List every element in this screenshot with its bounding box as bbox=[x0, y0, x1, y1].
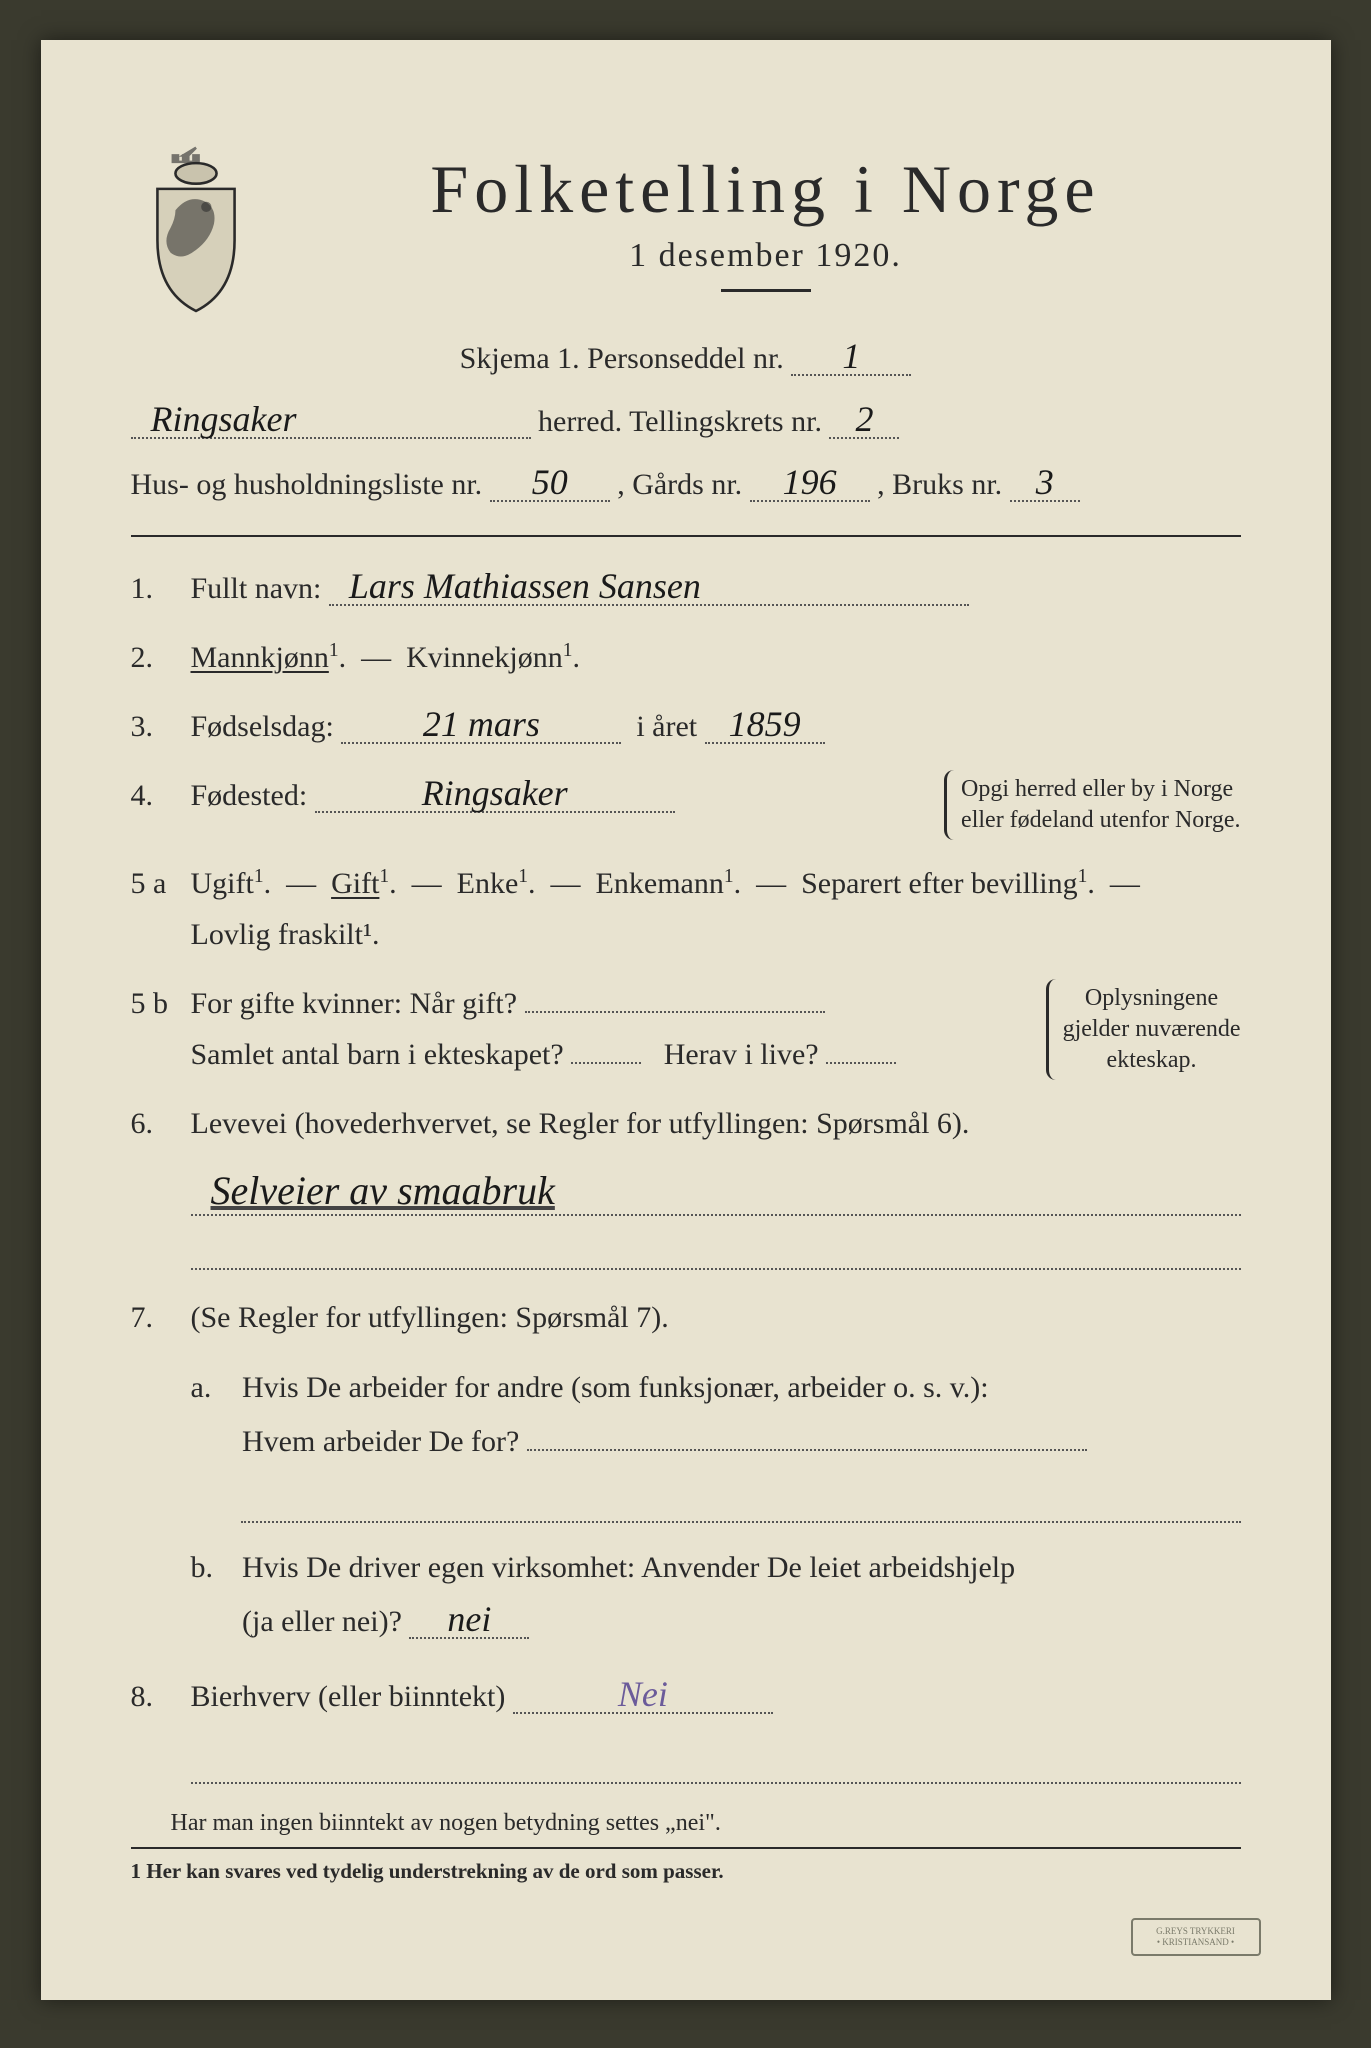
q2-kvinne: Kvinnekjønn bbox=[406, 641, 563, 674]
q5b: 5 b For gifte kvinner: Når gift? Samlet … bbox=[131, 978, 1241, 1080]
herred-label: herred. Tellingskrets nr. bbox=[538, 405, 822, 438]
q7b-l2: (ja eller nei)? bbox=[242, 1605, 402, 1638]
subtitle: 1 desember 1920. bbox=[291, 237, 1241, 275]
q6-value: Selveier av smaabruk bbox=[191, 1167, 1241, 1216]
title-rule bbox=[721, 289, 811, 292]
q8: 8. Bierhverv (eller biinntekt) Nei bbox=[131, 1671, 1241, 1722]
q4-label: Fødested: bbox=[191, 779, 308, 812]
q6: 6. Levevei (hovederhvervet, se Regler fo… bbox=[131, 1098, 1241, 1149]
q7-num: 7. bbox=[131, 1292, 191, 1343]
q7-label: (Se Regler for utfyllingen: Spørsmål 7). bbox=[191, 1301, 669, 1334]
gards-label: , Gårds nr. bbox=[617, 468, 742, 501]
q6-blank bbox=[191, 1226, 1241, 1270]
footer-note: Har man ingen biinntekt av nogen betydni… bbox=[171, 1810, 1241, 1837]
q8-value: Nei bbox=[513, 1676, 773, 1714]
q1: 1. Fullt navn: Lars Mathiassen Sansen bbox=[131, 563, 1241, 614]
q5b-num: 5 b bbox=[131, 978, 191, 1029]
q5b-l2a: Samlet antal barn i ekteskapet? bbox=[191, 1038, 564, 1071]
q4-note-l2: eller fødeland utenfor Norge. bbox=[961, 805, 1240, 836]
footnote-1: 1 Her kan svares ved tydelig understrekn… bbox=[131, 1859, 1241, 1884]
q7b-value: nei bbox=[409, 1601, 529, 1639]
q2: 2. Mannkjønn1. — Kvinnekjønn1. bbox=[131, 632, 1241, 683]
q5b-l1a: For gifte kvinner: Når gift? bbox=[191, 987, 518, 1020]
q6-num: 6. bbox=[131, 1098, 191, 1149]
gards-nr: 196 bbox=[750, 464, 870, 502]
q1-num: 1. bbox=[131, 563, 191, 614]
q8-num: 8. bbox=[131, 1671, 191, 1722]
printer-stamp: G.REYS TRYKKERI • KRISTIANSAND • bbox=[1131, 1918, 1261, 1956]
q2-mann: Mannkjønn bbox=[191, 641, 329, 674]
q7a-value bbox=[527, 1449, 1087, 1451]
q5a-num: 5 a bbox=[131, 858, 191, 909]
q7b-l1: Hvis De driver egen virksomhet: Anvender… bbox=[242, 1551, 1015, 1584]
q7a-l1: Hvis De arbeider for andre (som funksjon… bbox=[242, 1371, 989, 1404]
q8-blank bbox=[191, 1740, 1241, 1784]
q4: 4. Fødested: Ringsaker Opgi herred eller… bbox=[131, 770, 1241, 840]
q7: 7. (Se Regler for utfyllingen: Spørsmål … bbox=[131, 1292, 1241, 1343]
coat-of-arms-icon bbox=[131, 140, 261, 320]
q5a-line2: Lovlig fraskilt¹. bbox=[191, 918, 380, 951]
q5b-note-l1: Oplysningene bbox=[1063, 983, 1241, 1014]
q7a-l2: Hvem arbeider De for? bbox=[242, 1425, 519, 1458]
q7b: b. Hvis De driver egen virksomhet: Anven… bbox=[191, 1541, 1241, 1649]
q3: 3. Fødselsdag: 21 mars i året 1859 bbox=[131, 701, 1241, 752]
q4-note: Opgi herred eller by i Norge eller fødel… bbox=[944, 770, 1240, 840]
q4-num: 4. bbox=[131, 770, 191, 821]
title-block: Folketelling i Norge 1 desember 1920. bbox=[291, 150, 1241, 320]
q3-day: 21 mars bbox=[341, 706, 621, 744]
q6-label: Levevei (hovederhvervet, se Regler for u… bbox=[191, 1107, 970, 1140]
tellingskrets-nr: 2 bbox=[829, 401, 899, 439]
footer-rule bbox=[131, 1847, 1241, 1849]
q3-year: 1859 bbox=[705, 706, 825, 744]
q7a: a. Hvis De arbeider for andre (som funks… bbox=[191, 1361, 1241, 1469]
skjema-row: Skjema 1. Personseddel nr. 1 bbox=[131, 330, 1241, 387]
census-form: Folketelling i Norge 1 desember 1920. Sk… bbox=[41, 40, 1331, 2000]
q5b-live bbox=[826, 1062, 896, 1064]
q3-year-label: i året bbox=[636, 710, 697, 743]
personseddel-nr: 1 bbox=[791, 338, 911, 376]
q5a: 5 a Ugift1. — Gift1. — Enke1. — Enkemann… bbox=[131, 858, 1241, 960]
q4-note-l1: Opgi herred eller by i Norge bbox=[961, 774, 1240, 805]
q5b-barn bbox=[571, 1062, 641, 1064]
q4-value: Ringsaker bbox=[315, 775, 675, 813]
q8-label: Bierhverv (eller biinntekt) bbox=[191, 1680, 506, 1713]
section-rule-1 bbox=[131, 535, 1241, 537]
bruks-nr: 3 bbox=[1010, 464, 1080, 502]
herred-row: Ringsaker herred. Tellingskrets nr. 2 bbox=[131, 393, 1241, 450]
stamp-l1: G.REYS TRYKKERI bbox=[1133, 1926, 1259, 1937]
q3-num: 3. bbox=[131, 701, 191, 752]
q5b-l2b: Herav i live? bbox=[664, 1038, 819, 1071]
herred-name: Ringsaker bbox=[131, 401, 531, 439]
q5b-note: Oplysningene gjelder nuværende ekteskap. bbox=[1046, 979, 1241, 1081]
husliste-nr: 50 bbox=[490, 464, 610, 502]
q1-value: Lars Mathiassen Sansen bbox=[329, 568, 969, 606]
stamp-l2: • KRISTIANSAND • bbox=[1133, 1937, 1259, 1948]
q5b-gift-value bbox=[525, 1011, 825, 1013]
bruks-label: , Bruks nr. bbox=[877, 468, 1002, 501]
q5b-note-l2: gjelder nuværende bbox=[1063, 1014, 1241, 1045]
q3-label: Fødselsdag: bbox=[191, 710, 334, 743]
header: Folketelling i Norge 1 desember 1920. bbox=[131, 150, 1241, 320]
husliste-label: Hus- og husholdningsliste nr. bbox=[131, 468, 483, 501]
skjema-label: Skjema 1. Personseddel nr. bbox=[460, 342, 784, 375]
main-title: Folketelling i Norge bbox=[291, 150, 1241, 229]
q2-num: 2. bbox=[131, 632, 191, 683]
q1-label: Fullt navn: bbox=[191, 572, 322, 605]
husliste-row: Hus- og husholdningsliste nr. 50 , Gårds… bbox=[131, 456, 1241, 513]
q5b-note-l3: ekteskap. bbox=[1063, 1045, 1241, 1076]
q7a-blank bbox=[241, 1479, 1241, 1523]
